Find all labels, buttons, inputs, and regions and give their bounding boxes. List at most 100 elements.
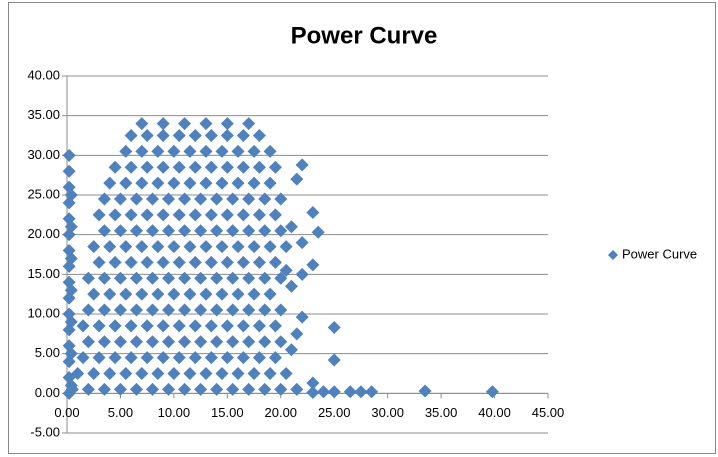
point	[258, 192, 272, 206]
point	[327, 353, 341, 367]
point	[64, 220, 78, 234]
point	[119, 287, 133, 301]
point	[135, 176, 149, 190]
point	[124, 160, 138, 174]
point	[258, 271, 272, 285]
point	[252, 129, 266, 142]
point	[151, 176, 165, 190]
point	[231, 367, 245, 380]
point	[146, 224, 160, 238]
chart-frame	[8, 2, 716, 454]
point	[140, 319, 154, 333]
point	[188, 129, 202, 142]
point	[306, 376, 320, 390]
legend-label: Power Curve	[622, 246, 697, 261]
point	[129, 192, 143, 206]
y-tick-label: 10.00	[27, 305, 60, 320]
chart-title: Power Curve	[291, 22, 438, 49]
point	[64, 283, 78, 297]
y-tick-label: 15.00	[27, 266, 60, 281]
point	[215, 176, 229, 190]
point	[183, 144, 197, 158]
point	[263, 287, 277, 301]
point	[62, 164, 76, 178]
point	[92, 255, 106, 269]
point	[242, 335, 256, 349]
point	[92, 351, 106, 365]
point	[183, 176, 197, 190]
point	[119, 240, 133, 254]
point	[220, 255, 234, 269]
point	[258, 382, 272, 396]
point	[87, 287, 101, 301]
point	[103, 287, 117, 301]
point	[183, 240, 197, 254]
point	[103, 367, 117, 380]
point	[242, 224, 256, 238]
point	[290, 172, 304, 186]
point	[151, 240, 165, 254]
point	[236, 351, 250, 365]
point	[306, 258, 320, 272]
point	[236, 319, 250, 333]
point	[242, 303, 256, 317]
point	[220, 160, 234, 174]
point	[151, 287, 165, 301]
point	[204, 255, 218, 269]
point	[124, 319, 138, 333]
point	[183, 287, 197, 301]
point	[279, 367, 293, 380]
point	[172, 129, 186, 142]
point	[151, 144, 165, 158]
point	[290, 382, 304, 396]
x-tick-label: 40.00	[478, 405, 511, 420]
point	[418, 384, 432, 398]
point	[97, 224, 111, 238]
point	[263, 176, 277, 190]
point	[113, 224, 127, 238]
point	[226, 271, 240, 285]
point	[226, 303, 240, 317]
point	[274, 382, 288, 396]
point	[284, 279, 298, 293]
point	[167, 367, 181, 380]
point	[199, 117, 213, 131]
point	[97, 335, 111, 349]
point	[76, 319, 90, 333]
point	[231, 144, 245, 158]
point	[113, 382, 127, 396]
point	[258, 303, 272, 317]
point	[156, 160, 170, 174]
point	[215, 144, 229, 158]
point	[258, 335, 272, 349]
point	[295, 267, 309, 281]
point	[204, 208, 218, 222]
point	[220, 351, 234, 365]
point	[242, 117, 256, 131]
point	[97, 192, 111, 206]
point	[129, 303, 143, 317]
point	[199, 176, 213, 190]
point	[178, 335, 192, 349]
point	[210, 192, 224, 206]
point	[199, 367, 213, 380]
point	[268, 351, 282, 365]
point	[194, 192, 208, 206]
point	[268, 160, 282, 174]
point	[236, 129, 250, 142]
point	[263, 240, 277, 254]
point	[210, 271, 224, 285]
point	[215, 367, 229, 380]
point	[226, 192, 240, 206]
point	[242, 192, 256, 206]
point	[252, 208, 266, 222]
point	[268, 208, 282, 222]
point	[87, 367, 101, 380]
x-tick-label: 5.00	[108, 405, 133, 420]
point	[162, 303, 176, 317]
point	[129, 335, 143, 349]
point	[226, 224, 240, 238]
point	[129, 271, 143, 285]
point	[263, 367, 277, 380]
